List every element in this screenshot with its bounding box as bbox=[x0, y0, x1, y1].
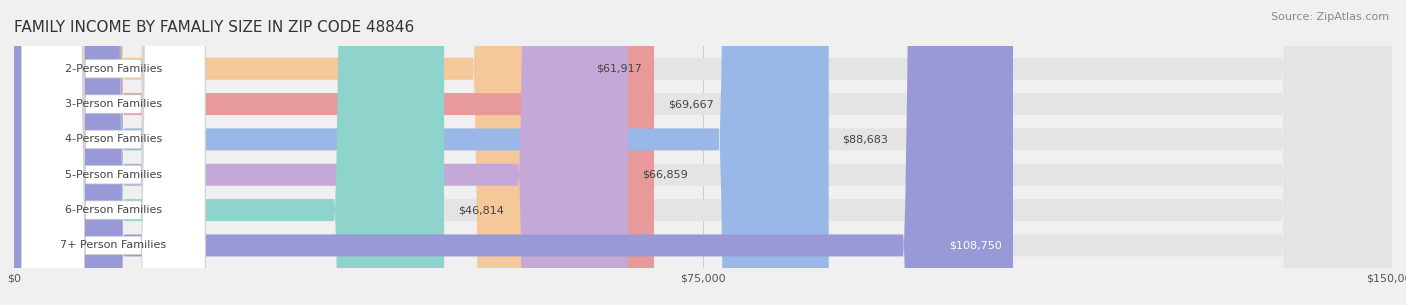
Text: 7+ Person Families: 7+ Person Families bbox=[60, 240, 166, 250]
Text: 4-Person Families: 4-Person Families bbox=[65, 135, 162, 144]
FancyBboxPatch shape bbox=[21, 0, 205, 305]
Text: $108,750: $108,750 bbox=[949, 240, 1002, 250]
FancyBboxPatch shape bbox=[14, 0, 628, 305]
Text: Source: ZipAtlas.com: Source: ZipAtlas.com bbox=[1271, 12, 1389, 22]
Text: 6-Person Families: 6-Person Families bbox=[65, 205, 162, 215]
FancyBboxPatch shape bbox=[21, 0, 205, 305]
Text: 3-Person Families: 3-Person Families bbox=[65, 99, 162, 109]
Text: $88,683: $88,683 bbox=[842, 135, 889, 144]
FancyBboxPatch shape bbox=[14, 0, 1392, 305]
FancyBboxPatch shape bbox=[21, 0, 205, 305]
FancyBboxPatch shape bbox=[14, 0, 828, 305]
FancyBboxPatch shape bbox=[14, 0, 1392, 305]
FancyBboxPatch shape bbox=[14, 0, 1012, 305]
FancyBboxPatch shape bbox=[21, 0, 205, 305]
FancyBboxPatch shape bbox=[14, 0, 444, 305]
FancyBboxPatch shape bbox=[14, 0, 1392, 305]
Text: $66,859: $66,859 bbox=[643, 170, 688, 180]
FancyBboxPatch shape bbox=[14, 0, 1392, 305]
FancyBboxPatch shape bbox=[21, 0, 205, 305]
Text: $46,814: $46,814 bbox=[458, 205, 503, 215]
Text: $69,667: $69,667 bbox=[668, 99, 713, 109]
FancyBboxPatch shape bbox=[21, 0, 205, 305]
Text: 5-Person Families: 5-Person Families bbox=[65, 170, 162, 180]
FancyBboxPatch shape bbox=[14, 0, 1392, 305]
Text: $61,917: $61,917 bbox=[596, 64, 643, 74]
FancyBboxPatch shape bbox=[14, 0, 1392, 305]
FancyBboxPatch shape bbox=[14, 0, 583, 305]
FancyBboxPatch shape bbox=[14, 0, 654, 305]
Text: 2-Person Families: 2-Person Families bbox=[65, 64, 162, 74]
Text: FAMILY INCOME BY FAMALIY SIZE IN ZIP CODE 48846: FAMILY INCOME BY FAMALIY SIZE IN ZIP COD… bbox=[14, 20, 415, 35]
